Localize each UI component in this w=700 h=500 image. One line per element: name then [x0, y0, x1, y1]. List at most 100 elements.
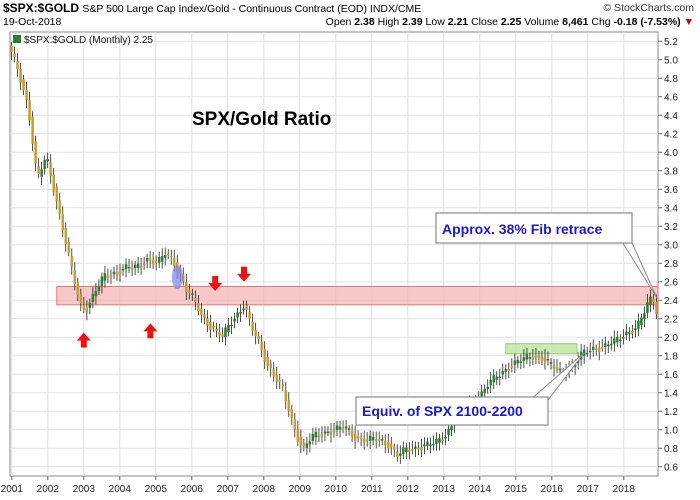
candle-body	[272, 369, 275, 377]
candle-body	[585, 352, 589, 355]
candle-body	[263, 349, 266, 362]
candle-body	[127, 266, 131, 269]
y-tick-label-9: 2.4	[664, 296, 678, 307]
candle-body	[239, 311, 242, 314]
candle-body	[543, 357, 547, 362]
candle-body	[504, 368, 508, 372]
x-tick-label-3: 2004	[109, 484, 132, 495]
open-value: 2.38	[354, 16, 375, 28]
y-tick-label-4: 1.4	[664, 388, 678, 399]
candle-body	[486, 386, 489, 390]
candle-body	[163, 255, 167, 258]
candle-body	[154, 261, 158, 263]
candle-body	[597, 347, 601, 353]
candle-body	[353, 433, 357, 441]
candle-body	[188, 289, 191, 294]
candle-body	[320, 434, 324, 437]
candle-body	[16, 61, 19, 70]
low-value: 2.21	[447, 16, 469, 28]
candle-body	[254, 330, 257, 337]
candle-body	[197, 302, 200, 312]
y-tick-label-15: 3.6	[664, 185, 678, 196]
y-tick-label-22: 5.0	[664, 55, 678, 66]
candle-body	[278, 379, 281, 382]
x-tick-label-12: 2013	[433, 484, 456, 495]
chg-value: -0.18 (-7.53%)	[613, 16, 681, 28]
candle-body	[640, 317, 643, 325]
candle-body	[230, 324, 233, 327]
candle-body	[537, 356, 541, 358]
candle-body	[55, 187, 58, 202]
arrow-up-icon	[143, 323, 158, 339]
candle-body	[519, 361, 523, 363]
candle-body	[194, 298, 197, 302]
candle-body	[362, 438, 366, 443]
candle-body	[552, 365, 556, 369]
candle-body	[489, 379, 492, 386]
chart-date: 19-Oct-2018	[3, 16, 62, 28]
candle-body	[326, 431, 330, 434]
candle-body	[380, 439, 384, 441]
candle-body	[185, 282, 188, 293]
candle-body	[43, 159, 46, 169]
x-tick-label-15: 2016	[541, 484, 564, 495]
candle-body	[203, 314, 206, 318]
candle-body	[49, 162, 52, 177]
y-tick-label-21: 4.8	[664, 74, 678, 85]
x-tick-label-17: 2018	[613, 484, 636, 495]
candle-body	[522, 357, 526, 361]
candle-body	[100, 276, 104, 286]
y-tick-label-6: 1.8	[664, 351, 678, 362]
candle-body	[260, 341, 263, 350]
candle-body	[655, 301, 658, 315]
candle-body	[106, 276, 110, 279]
candle-body	[540, 356, 544, 361]
x-tick-label-4: 2005	[145, 484, 168, 495]
candle-body	[37, 166, 40, 175]
candle-body	[531, 356, 535, 360]
y-tick-label-1: 0.8	[664, 444, 678, 455]
candle-body	[22, 79, 25, 91]
candle-body	[616, 336, 619, 343]
candle-body	[498, 376, 502, 379]
candle-body	[546, 359, 550, 361]
legend-swatch	[13, 35, 21, 43]
arrow-down-icon	[208, 276, 223, 291]
candle-body	[242, 308, 245, 310]
candle-body	[495, 376, 499, 380]
candle-body	[405, 447, 408, 453]
candle-body	[52, 174, 55, 192]
candle-body	[28, 99, 31, 121]
candle-body	[399, 453, 402, 456]
close-label: Close	[471, 16, 498, 28]
candle-body	[148, 258, 152, 261]
candle-body	[643, 313, 646, 320]
candle-body	[393, 447, 396, 450]
candle-body	[296, 428, 300, 442]
candle-body	[365, 439, 369, 442]
open-label: Open	[325, 16, 352, 28]
candle-body	[435, 438, 438, 445]
candle-body	[236, 312, 239, 318]
y-tick-label-20: 4.6	[664, 92, 678, 103]
candle-body	[447, 428, 450, 435]
candle-body	[257, 335, 260, 340]
callout-fib-box	[435, 212, 633, 244]
candle-body	[305, 443, 309, 449]
candle-body	[374, 439, 378, 442]
candle-body	[411, 449, 414, 451]
candle-body	[299, 436, 303, 445]
candle-body	[314, 431, 318, 438]
candle-body	[347, 428, 351, 430]
candle-body	[269, 363, 272, 369]
y-tick-label-2: 1.0	[664, 425, 678, 436]
candle-body	[420, 446, 423, 451]
candle-body	[438, 438, 441, 443]
candle-body	[396, 451, 399, 457]
candle-body	[582, 349, 586, 356]
candle-body	[359, 437, 363, 440]
spx-equivalent-band	[505, 343, 578, 355]
candle-body	[317, 435, 321, 438]
candle-body	[19, 68, 22, 83]
